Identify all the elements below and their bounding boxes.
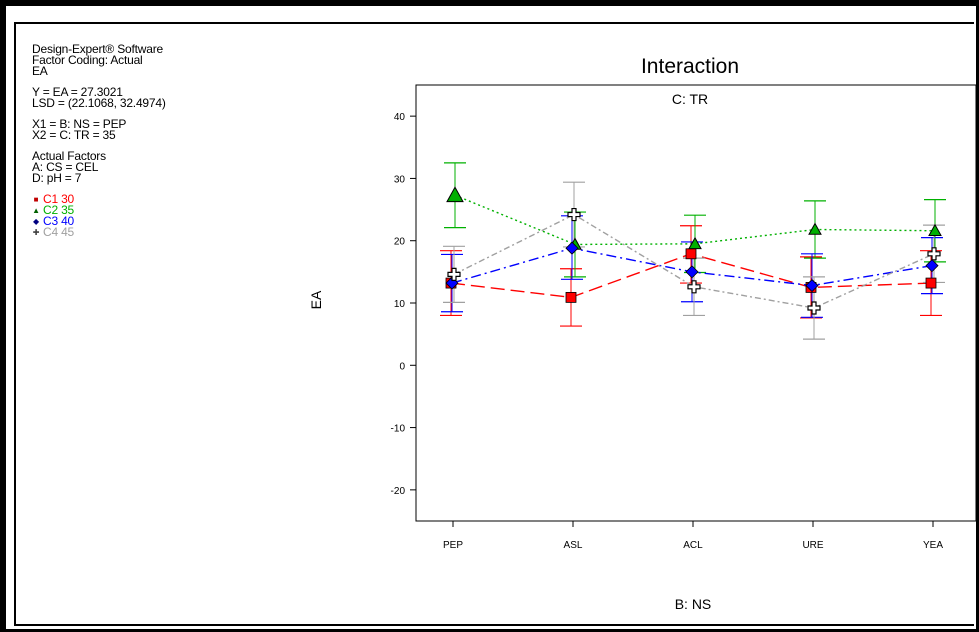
data-point xyxy=(928,223,942,237)
y-axis-title: EA xyxy=(308,290,324,309)
legend-item-c4: ✚ C4 45 xyxy=(32,225,166,239)
series-4 xyxy=(443,181,945,340)
series-group xyxy=(440,162,946,340)
data-point xyxy=(447,267,461,281)
x-tick-label: ACL xyxy=(683,540,703,551)
data-point xyxy=(688,236,702,250)
legend-label: C1 30 xyxy=(43,192,75,206)
info-actual-factors-heading: Actual Factors xyxy=(32,149,106,163)
info-panel: Design-Expert® Software Factor Coding: A… xyxy=(32,42,166,239)
info-software: Design-Expert® Software xyxy=(32,42,163,56)
series-2 xyxy=(444,162,946,278)
info-response: EA xyxy=(32,64,48,78)
square-marker-icon: ■ xyxy=(33,195,39,204)
axes-group: -20 -10 0 10 20 30 40 PEP ASL ACL URE YEA xyxy=(391,112,944,551)
y-tick-label: -10 xyxy=(391,424,406,435)
y-tick-label: 10 xyxy=(394,299,406,310)
diamond-marker-icon: ◆ xyxy=(33,217,39,226)
x-tick-label: ASL xyxy=(564,540,583,551)
series-line xyxy=(453,213,935,309)
y-tick-label: 30 xyxy=(394,174,406,185)
x-axis-title: B: NS xyxy=(675,596,712,612)
data-point xyxy=(567,207,581,222)
data-point xyxy=(446,186,464,203)
data-point xyxy=(805,278,819,293)
data-point xyxy=(565,241,579,255)
plot-area xyxy=(415,84,977,522)
chart-title: Interaction xyxy=(641,55,739,78)
y-tick-label: 0 xyxy=(399,361,405,372)
info-x2: X2 = C: TR = 35 xyxy=(32,128,116,142)
legend-label: C3 40 xyxy=(43,214,75,228)
x-tick-label: URE xyxy=(802,540,823,551)
info-y-value: Y = EA = 27.3021 xyxy=(32,85,123,99)
info-lsd: LSD = (22.1068, 32.4974) xyxy=(32,96,166,110)
data-point xyxy=(687,280,701,294)
legend-label: C2 35 xyxy=(43,203,75,217)
data-point xyxy=(808,222,822,235)
triangle-marker-icon: ▲ xyxy=(32,206,40,215)
y-tick-label: -20 xyxy=(391,486,406,497)
series-4-markers xyxy=(447,207,941,315)
data-point xyxy=(685,265,699,279)
info-factor-a: A: CS = CEL xyxy=(32,160,99,174)
legend-item-c1: ■ C1 30 xyxy=(32,192,166,206)
x-tick-label: YEA xyxy=(923,540,943,551)
legend-label: C4 45 xyxy=(43,225,75,239)
info-x1: X1 = B: NS = PEP xyxy=(32,117,127,131)
chart-subtitle: C: TR xyxy=(672,91,708,107)
y-tick-label: 40 xyxy=(394,112,406,123)
legend: ■ C1 30 ▲ C2 35 ◆ C3 40 ✚ C4 45 xyxy=(32,192,166,239)
data-point xyxy=(565,291,577,303)
info-factor-coding: Factor Coding: Actual xyxy=(32,53,143,67)
series-2-markers xyxy=(446,186,942,250)
legend-item-c2: ▲ C2 35 xyxy=(32,203,166,217)
data-point xyxy=(807,301,821,315)
data-point xyxy=(685,248,697,260)
x-tick-label: PEP xyxy=(443,540,463,551)
cross-marker-icon: ✚ xyxy=(32,228,40,237)
legend-item-c3: ◆ C3 40 xyxy=(32,214,166,228)
data-point xyxy=(925,259,939,273)
info-factor-d: D: pH = 7 xyxy=(32,171,82,185)
data-point xyxy=(925,277,937,289)
graph-pane xyxy=(14,22,974,626)
series-3-markers xyxy=(445,241,939,293)
series-line xyxy=(454,194,936,246)
y-tick-label: 20 xyxy=(394,237,406,248)
data-point xyxy=(927,247,941,261)
